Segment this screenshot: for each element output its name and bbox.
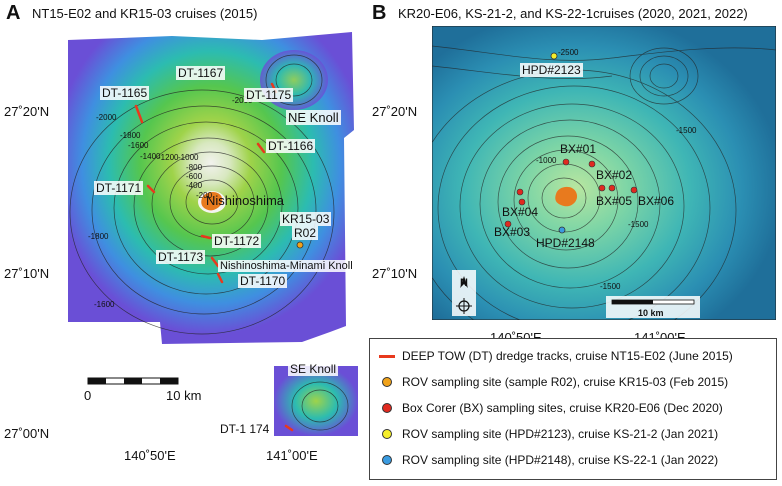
label-bx06: BX#06 xyxy=(638,194,675,208)
label-nishinoshima: Nishinoshima xyxy=(206,193,285,208)
panel-b-scale-label: 10 km xyxy=(638,308,664,318)
legend-item-box-corer: Box Corer (BX) sampling sites, cruise KR… xyxy=(378,401,723,415)
label-kr1503: KR15-03 xyxy=(280,212,332,226)
scale-bar-end: 10 km xyxy=(166,388,202,403)
label-hpd2148: HPD#2148 xyxy=(536,236,595,250)
north-label: N xyxy=(460,277,468,289)
contour-label: -600 xyxy=(186,172,203,181)
hpd2148-dot xyxy=(382,455,392,465)
panel-a-title: NT15-E02 and KR15-03 cruises (2015) xyxy=(32,6,258,21)
hpd2123-dot xyxy=(382,429,392,439)
box-corer-dot xyxy=(382,403,392,413)
legend-item-hpd2148: ROV sampling site (HPD#2148), cruise KS-… xyxy=(378,453,718,467)
label-dt1165: DT-1165 xyxy=(100,86,150,100)
label-se-knoll: SE Knoll xyxy=(288,362,339,376)
contour-label: -1600 xyxy=(128,141,149,150)
legend-item-hpd2123: ROV sampling site (HPD#2123), cruise KS-… xyxy=(378,427,718,441)
panel-a-lat-tick: 27˚10'N xyxy=(4,266,50,281)
label-dt1170: DT-1170 xyxy=(238,274,288,288)
legend: DEEP TOW (DT) dredge tracks, cruise NT15… xyxy=(369,338,777,480)
panel-b-lat-tick: 27˚20'N xyxy=(372,104,418,119)
panel-a-lat-tick: 27˚00'N xyxy=(4,426,50,441)
label-dt1174: DT-1 174 xyxy=(220,422,270,436)
label-bx05: BX#05 xyxy=(596,194,633,208)
contour-label: -1800 xyxy=(88,232,109,241)
legend-text: DEEP TOW (DT) dredge tracks, cruise NT15… xyxy=(402,349,733,363)
contour-label: -800 xyxy=(186,163,203,172)
contour-label: -2500 xyxy=(558,48,579,57)
contour-label: -1500 xyxy=(676,126,697,135)
panel-b-letter: B xyxy=(372,2,387,24)
scale-bar-start: 0 xyxy=(84,388,92,403)
contour-label: -400 xyxy=(186,181,203,190)
contour-label: -200 xyxy=(196,191,213,200)
contour-label: -1200 xyxy=(158,153,179,162)
label-dt1166: DT-1166 xyxy=(266,139,316,153)
panel-b-lat-tick: 27˚10'N xyxy=(372,266,418,281)
legend-text: Box Corer (BX) sampling sites, cruise KR… xyxy=(402,401,723,415)
contour-label: -2000 xyxy=(96,113,117,122)
dredge-track-symbol xyxy=(379,354,395,358)
panel-a-lat-tick: 27˚20'N xyxy=(4,104,50,119)
contour-label: -1600 xyxy=(94,300,115,309)
label-dt1172: DT-1172 xyxy=(212,234,262,248)
label-dt1167: DT-1167 xyxy=(176,66,226,80)
legend-item-rov-r02: ROV sampling site (sample R02), cruise K… xyxy=(378,375,728,389)
rov-r02-dot xyxy=(382,377,392,387)
contour-label: -1500 xyxy=(628,220,649,229)
label-minami-knoll: Nishinoshima-Minami Knoll xyxy=(218,260,355,272)
legend-text: ROV sampling site (HPD#2123), cruise KS-… xyxy=(402,427,719,441)
contour-label: -1800 xyxy=(120,131,141,140)
legend-text: ROV sampling site (HPD#2148), cruise KS-… xyxy=(402,453,719,467)
label-hpd2123: HPD#2123 xyxy=(520,63,583,77)
label-dt1173: DT-1173 xyxy=(156,250,206,264)
label-bx04: BX#04 xyxy=(502,205,539,219)
contour-label: -2000 xyxy=(232,96,253,105)
contour-label: -1000 xyxy=(536,156,557,165)
panel-b-title: KR20-E06, KS-21-2, and KS-22-1cruises (2… xyxy=(398,6,748,21)
label-bx03: BX#03 xyxy=(494,225,531,239)
panel-b-bathymetry-map xyxy=(432,26,776,320)
label-ne-knoll: NE Knoll xyxy=(286,110,341,125)
label-r02: R02 xyxy=(292,226,319,240)
panel-a-lon-tick: 141˚00'E xyxy=(266,448,318,463)
contour-label: -1400 xyxy=(140,152,161,161)
label-bx01: BX#01 xyxy=(560,142,597,156)
legend-text: ROV sampling site (sample R02), cruise K… xyxy=(402,375,729,389)
panel-a-lon-tick: 140˚50'E xyxy=(124,448,176,463)
panel-a-scale-bar xyxy=(87,377,179,385)
label-dt1175: DT-1175 xyxy=(244,88,294,102)
contour-label: -1500 xyxy=(600,282,621,291)
legend-item-dredge: DEEP TOW (DT) dredge tracks, cruise NT15… xyxy=(378,349,733,363)
panel-a-letter: A xyxy=(6,2,21,24)
label-dt1171: DT-1171 xyxy=(94,181,144,195)
contour-label: -1000 xyxy=(178,153,199,162)
label-bx02: BX#02 xyxy=(596,168,633,182)
